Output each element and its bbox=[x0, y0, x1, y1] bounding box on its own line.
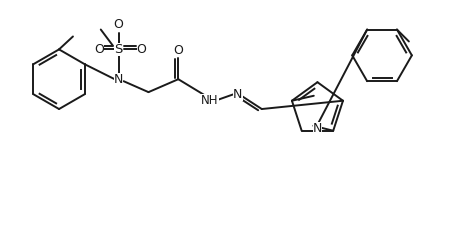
Text: N: N bbox=[313, 122, 322, 135]
Text: O: O bbox=[94, 43, 104, 56]
Text: O: O bbox=[173, 44, 183, 57]
Text: N: N bbox=[233, 88, 242, 101]
Text: N: N bbox=[114, 73, 123, 86]
Text: NH: NH bbox=[202, 94, 219, 107]
Text: S: S bbox=[114, 43, 123, 56]
Text: O: O bbox=[114, 18, 123, 31]
Text: O: O bbox=[137, 43, 147, 56]
